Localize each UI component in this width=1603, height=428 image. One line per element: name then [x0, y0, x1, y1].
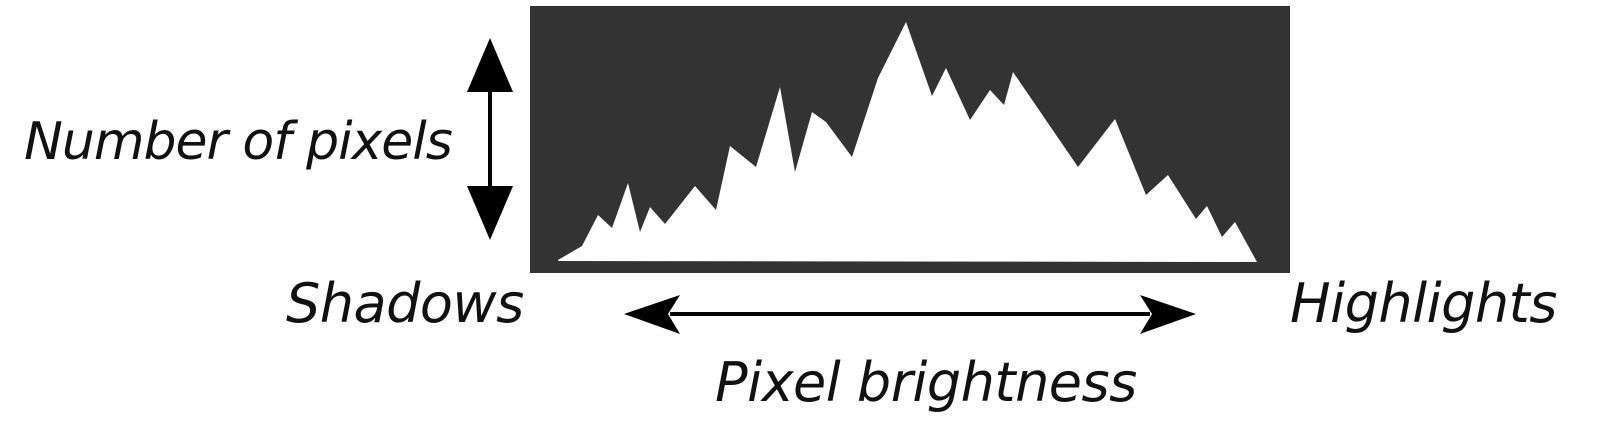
horizontal-axis-label: Pixel brightness — [715, 351, 1137, 414]
double-headed-vertical-arrow-icon — [467, 38, 513, 240]
shadows-label: Shadows — [286, 272, 524, 335]
highlights-label: Highlights — [1290, 272, 1557, 335]
histogram-silhouette — [558, 22, 1257, 262]
double-headed-horizontal-arrow-icon — [624, 295, 1196, 334]
vertical-axis-label: Number of pixels — [24, 112, 453, 172]
